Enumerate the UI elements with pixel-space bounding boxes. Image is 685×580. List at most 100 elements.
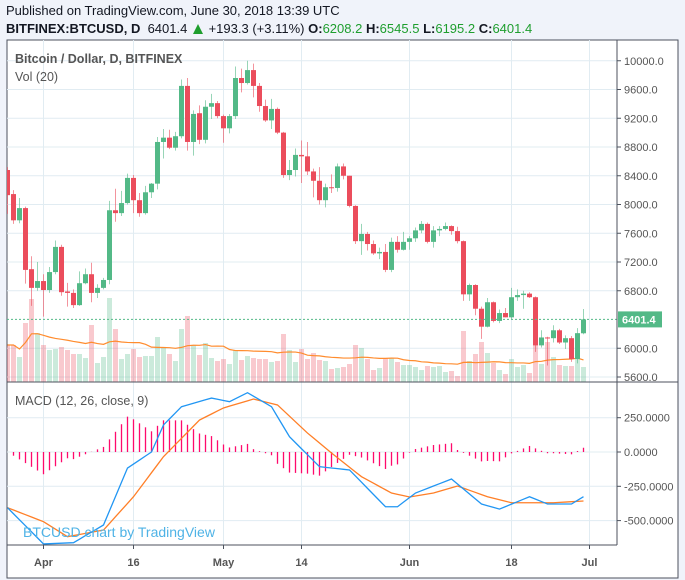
symbol: BITFINEX:BTCUSD, D — [6, 21, 141, 36]
volume-bar — [371, 370, 376, 382]
volume-bar — [83, 358, 88, 382]
macd-tick-label: -250.0000 — [624, 481, 674, 493]
volume-bar — [461, 331, 466, 382]
high-label: H: — [365, 21, 380, 36]
volume-bar — [209, 358, 214, 382]
volume-bar — [269, 362, 274, 382]
candle-body — [575, 333, 580, 360]
time-tick-label: Apr — [34, 557, 54, 569]
candle-body — [23, 208, 28, 270]
volume-bar — [77, 354, 82, 382]
candle-body — [161, 137, 166, 142]
volume-bar — [335, 368, 340, 382]
volume-bar — [389, 358, 394, 382]
candle-body — [131, 177, 136, 201]
volume-bar — [449, 371, 454, 382]
volume-bar — [173, 361, 178, 382]
candle-body — [335, 166, 340, 188]
candle-body — [563, 338, 568, 343]
volume-bar — [383, 358, 388, 382]
volume-bar — [155, 337, 160, 382]
volume-bar — [95, 363, 100, 382]
candle-body — [353, 205, 358, 242]
volume-bar — [323, 361, 328, 382]
signal-line — [7, 398, 584, 538]
candle-body — [497, 313, 502, 321]
macd-line — [7, 391, 584, 545]
volume-bar — [491, 363, 496, 382]
candle-body — [71, 292, 76, 306]
candle-body — [377, 251, 382, 254]
candle-body — [167, 137, 172, 148]
candle-body — [557, 330, 562, 343]
price-tick-label: 8800.0 — [624, 142, 658, 154]
volume-bar — [533, 332, 538, 382]
volume-bar — [125, 354, 130, 382]
close-label: C: — [478, 21, 493, 36]
volume-bar — [197, 355, 202, 382]
volume-bar — [563, 366, 568, 382]
time-tick-label: May — [213, 557, 235, 569]
candle-body — [473, 285, 478, 309]
up-arrow-icon — [192, 24, 203, 34]
volume-bar — [485, 353, 490, 382]
candle-body — [185, 85, 190, 142]
candle-body — [113, 210, 118, 214]
low-label: L: — [423, 21, 436, 36]
change: +193.3 (+3.11%) — [208, 21, 305, 36]
candle-body — [287, 170, 292, 176]
time-tick-label: Jul — [582, 557, 598, 569]
volume-bar — [257, 359, 262, 382]
candle-body — [209, 103, 214, 107]
candle-body — [533, 297, 538, 346]
volume-bar — [23, 323, 28, 382]
watermark: BTCUSD chart by TradingView — [23, 524, 215, 540]
open-label: O: — [308, 21, 323, 36]
volume-bar — [113, 329, 118, 382]
candle-body — [65, 291, 70, 293]
volume-bar — [275, 361, 280, 382]
candle-body — [479, 308, 484, 327]
candle-body — [485, 302, 490, 327]
volume-bar — [161, 348, 166, 382]
candle-body — [503, 313, 508, 318]
candle-body — [7, 170, 10, 196]
candle-body — [17, 208, 22, 221]
published-line: Published on TradingView.com, June 30, 2… — [6, 3, 340, 18]
volume-bar — [59, 347, 64, 382]
candle-body — [119, 203, 124, 214]
volume-bar — [149, 356, 154, 382]
volume-bar — [347, 364, 352, 382]
price-tick-label: 10000.0 — [624, 56, 664, 68]
candle-body — [83, 274, 88, 284]
volume-bar — [131, 349, 136, 382]
volume-pane-title: Vol (20) — [15, 70, 59, 84]
candle-body — [341, 166, 346, 176]
price-pane-title: Bitcoin / Dollar, D, BITFINEX — [15, 52, 183, 66]
volume-bar — [239, 360, 244, 382]
time-tick-label: 18 — [505, 557, 517, 569]
candle-body — [431, 230, 436, 242]
volume-bar — [317, 360, 322, 382]
volume-bar — [293, 362, 298, 382]
volume-bar — [515, 367, 520, 382]
candle-body — [227, 116, 232, 129]
macd-tick-label: 0.0000 — [624, 447, 658, 459]
volume-bar — [185, 316, 190, 382]
volume-bar — [143, 356, 148, 382]
volume-bar — [11, 345, 16, 382]
candle-body — [509, 297, 514, 318]
candle-body — [197, 113, 202, 140]
candle-body — [317, 180, 322, 201]
macd-pane-title: MACD (12, 26, close, 9) — [15, 394, 149, 408]
candle-body — [347, 175, 352, 206]
high-value: 6545.5 — [379, 21, 420, 36]
candle-body — [527, 293, 532, 298]
candle-body — [293, 154, 298, 170]
candle-body — [395, 241, 400, 250]
candle-body — [521, 293, 526, 296]
candle-body — [539, 337, 544, 346]
volume-bar — [581, 367, 586, 382]
volume-bar — [191, 345, 196, 382]
